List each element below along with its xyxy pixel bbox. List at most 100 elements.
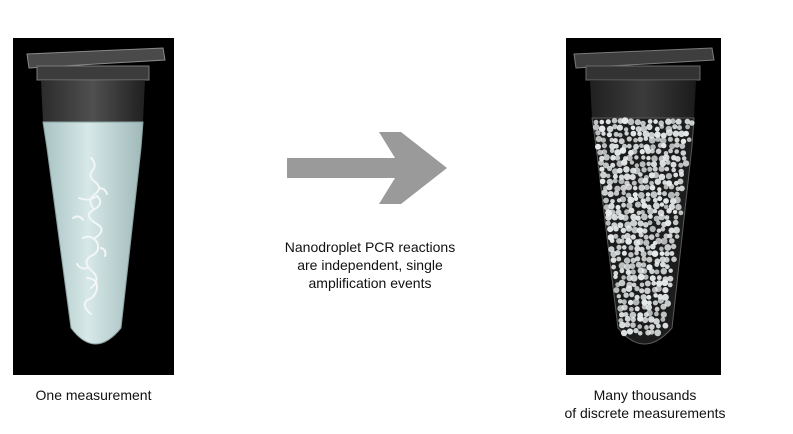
- droplet: [650, 243, 656, 250]
- droplet: [633, 137, 638, 143]
- droplet: [654, 131, 661, 138]
- droplet: [674, 137, 680, 143]
- droplet: [638, 172, 643, 177]
- droplet: [647, 166, 653, 172]
- droplet: [626, 328, 634, 335]
- droplet: [662, 154, 670, 162]
- droplet: [659, 251, 665, 256]
- droplet: [675, 118, 682, 125]
- droplet: [621, 117, 629, 125]
- droplet: [660, 317, 666, 322]
- droplet: [628, 252, 634, 258]
- droplet: [607, 226, 614, 233]
- droplet-cluster: [592, 117, 695, 337]
- droplet: [685, 124, 690, 130]
- single-measurement-tube-image: [13, 38, 174, 375]
- droplet: [655, 136, 661, 142]
- droplet: [680, 138, 687, 144]
- droplet: [627, 196, 635, 204]
- droplet: [628, 207, 635, 214]
- description-text: Nanodroplet PCR reactions are independen…: [230, 239, 510, 293]
- droplet: [672, 219, 679, 226]
- droplet: [646, 161, 651, 167]
- droplet-tube-illustration: [573, 47, 715, 345]
- droplet: [612, 124, 618, 130]
- droplet: [638, 184, 646, 191]
- droplet: [640, 251, 647, 257]
- droplet: [683, 130, 689, 137]
- droplet: [659, 124, 665, 129]
- droplet: [667, 282, 673, 288]
- droplet: [642, 228, 648, 234]
- droplet: [614, 143, 619, 149]
- droplet: [672, 130, 680, 137]
- droplet: [670, 243, 677, 250]
- droplet: [673, 215, 679, 220]
- droplet: [637, 315, 644, 322]
- droplet: [630, 234, 636, 240]
- droplet: [627, 118, 635, 126]
- droplet: [654, 329, 662, 337]
- droplet: [619, 268, 625, 274]
- droplet: [635, 256, 641, 262]
- droplet: [649, 324, 655, 330]
- tube-rim: [36, 65, 150, 81]
- droplet: [672, 209, 678, 215]
- droplet: [639, 161, 646, 168]
- droplet: [633, 167, 641, 175]
- droplet: [641, 299, 648, 306]
- droplet: [609, 238, 615, 243]
- droplet: [613, 190, 620, 196]
- right-caption-line-2: of discrete measurements: [564, 405, 726, 421]
- droplet: [645, 192, 651, 197]
- droplet: [635, 261, 642, 268]
- droplet: [616, 124, 623, 131]
- droplet: [623, 173, 631, 181]
- droplet: [653, 202, 660, 210]
- arrow-shape: [287, 132, 447, 204]
- droplet: [647, 220, 653, 226]
- droplet: [618, 132, 623, 138]
- droplet: [657, 196, 663, 202]
- droplet: [608, 203, 615, 210]
- droplet: [670, 161, 677, 168]
- droplet: [654, 306, 660, 312]
- droplet: [654, 311, 659, 317]
- droplet: [656, 220, 661, 226]
- droplet: [609, 148, 615, 154]
- droplet: [653, 119, 658, 124]
- droplet: [661, 279, 669, 287]
- droplet: [664, 219, 672, 227]
- droplet: [625, 237, 632, 245]
- droplet: [664, 251, 670, 257]
- droplet: [662, 180, 667, 185]
- droplet: [619, 147, 627, 154]
- droplet: [606, 184, 613, 191]
- droplet: [665, 118, 672, 125]
- droplet: [652, 166, 658, 172]
- droplet: [637, 177, 645, 184]
- droplet: [630, 274, 638, 282]
- droplet: [601, 143, 607, 149]
- droplet: [674, 149, 679, 154]
- droplet: [653, 215, 660, 222]
- droplet: [658, 165, 665, 172]
- droplet: [656, 323, 661, 329]
- droplet: [624, 131, 629, 136]
- droplet: [664, 215, 670, 220]
- droplet: [630, 213, 638, 221]
- droplet: [669, 143, 675, 150]
- droplet: [623, 312, 629, 317]
- droplet: [600, 171, 607, 179]
- tube-upper-body: [41, 80, 145, 122]
- droplet: [634, 163, 639, 168]
- droplet: [613, 270, 619, 276]
- description-line-1: Nanodroplet PCR reactions: [284, 239, 456, 255]
- droplet: [638, 232, 644, 238]
- droplet: [610, 162, 616, 168]
- droplet: [626, 202, 633, 209]
- droplet: [616, 244, 622, 250]
- droplet: [637, 273, 645, 281]
- droplet: [615, 250, 621, 256]
- droplet: [642, 316, 649, 324]
